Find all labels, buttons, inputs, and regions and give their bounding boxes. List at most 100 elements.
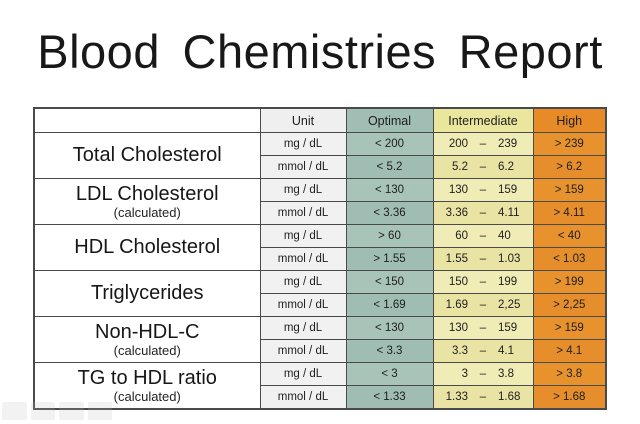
range-dash: – bbox=[479, 276, 487, 288]
intermediate-cell: 3.36–4.11 bbox=[432, 201, 534, 225]
high-cell: < 1.03 bbox=[532, 247, 607, 271]
table-row: mmol / dL > 1.55 1.55–1.03 < 1.03 bbox=[34, 247, 607, 271]
range-low: 130 bbox=[448, 184, 468, 196]
optimal-cell: > 60 bbox=[345, 224, 434, 248]
high-cell: > 6.2 bbox=[532, 155, 607, 179]
test-name-cell: HDL Cholesterol bbox=[33, 224, 261, 271]
optimal-cell: < 3.3 bbox=[345, 339, 434, 363]
test-name-cell: TG to HDL ratio (calculated) bbox=[33, 362, 261, 410]
optimal-cell: < 1.33 bbox=[345, 385, 434, 410]
range-high: 239 bbox=[498, 138, 518, 150]
range-low: 5.2 bbox=[452, 161, 468, 173]
unit-cell: mmol / dL bbox=[259, 155, 347, 179]
range-dash: – bbox=[479, 391, 487, 403]
range-low: 60 bbox=[455, 230, 468, 242]
unit-cell: mmol / dL bbox=[259, 247, 347, 271]
range-low: 3.36 bbox=[445, 207, 468, 219]
high-cell: < 40 bbox=[532, 224, 607, 248]
intermediate-cell: 200–239 bbox=[432, 132, 534, 156]
unit-cell: mg / dL bbox=[259, 270, 347, 294]
optimal-cell: > 1.55 bbox=[345, 247, 434, 271]
intermediate-cell: 3–3.8 bbox=[432, 362, 534, 386]
header-corner-cell bbox=[33, 107, 261, 133]
test-name: LDL Cholesterol bbox=[75, 182, 219, 205]
range-high: 40 bbox=[498, 230, 511, 242]
high-cell: > 199 bbox=[532, 270, 607, 294]
range-dash: – bbox=[479, 138, 487, 150]
range-low: 1.55 bbox=[445, 253, 468, 265]
header-high: High bbox=[532, 107, 607, 133]
table-row: Non-HDL-C (calculated) mg / dL < 130 130… bbox=[33, 316, 607, 363]
high-cell: > 159 bbox=[532, 316, 607, 340]
intermediate-cell: 1.33–1.68 bbox=[432, 385, 534, 410]
range-low: 200 bbox=[448, 138, 468, 150]
range-low: 3 bbox=[461, 368, 468, 380]
range-high: 1.03 bbox=[498, 253, 521, 265]
optimal-cell: < 3 bbox=[345, 362, 434, 386]
table-row: Triglycerides mg / dL < 150 150–199 > 19… bbox=[33, 270, 607, 317]
range-dash: – bbox=[479, 184, 487, 196]
table-row: Total Cholesterol mg / dL < 200 200–239 … bbox=[33, 132, 607, 179]
table-row: mmol / dL < 5.2 5.2–6.2 > 6.2 bbox=[34, 155, 607, 179]
table-row: TG to HDL ratio (calculated) mg / dL < 3… bbox=[33, 362, 607, 410]
high-cell: > 239 bbox=[532, 132, 607, 156]
intermediate-cell: 3.3–4.1 bbox=[432, 339, 534, 363]
intermediate-cell: 5.2–6.2 bbox=[432, 155, 534, 179]
high-cell: > 4.1 bbox=[532, 339, 607, 363]
optimal-cell: < 200 bbox=[345, 132, 434, 156]
range-high: 199 bbox=[498, 276, 518, 288]
range-dash: – bbox=[479, 299, 487, 311]
table-row: LDL Cholesterol (calculated) mg / dL < 1… bbox=[33, 178, 607, 225]
range-dash: – bbox=[479, 345, 487, 357]
header-optimal: Optimal bbox=[345, 107, 434, 133]
test-subtitle: (calculated) bbox=[113, 388, 181, 404]
intermediate-cell: 130–159 bbox=[432, 178, 534, 202]
range-high: 3.8 bbox=[498, 368, 514, 380]
intermediate-cell: 130–159 bbox=[432, 316, 534, 340]
test-name-cell: LDL Cholesterol (calculated) bbox=[33, 178, 261, 225]
range-low: 130 bbox=[448, 322, 468, 334]
optimal-cell: < 130 bbox=[345, 178, 434, 202]
table-row: HDL Cholesterol mg / dL > 60 60–40 < 40 bbox=[33, 224, 607, 271]
test-name: Non-HDL-C bbox=[95, 320, 200, 343]
table-header-row: Unit Optimal Intermediate High bbox=[33, 107, 607, 133]
high-cell: > 3.8 bbox=[532, 362, 607, 386]
test-name: TG to HDL ratio bbox=[77, 366, 217, 389]
range-dash: – bbox=[479, 161, 487, 173]
optimal-cell: < 150 bbox=[345, 270, 434, 294]
table-row: mmol / dL < 1.33 1.33–1.68 > 1.68 bbox=[34, 385, 607, 410]
high-cell: > 2,25 bbox=[532, 293, 607, 317]
range-high: 159 bbox=[498, 322, 518, 334]
header-unit: Unit bbox=[259, 107, 347, 133]
test-name: Total Cholesterol bbox=[72, 144, 222, 166]
range-dash: – bbox=[479, 368, 487, 380]
range-dash: – bbox=[479, 253, 487, 265]
unit-cell: mmol / dL bbox=[259, 293, 347, 317]
unit-cell: mg / dL bbox=[259, 316, 347, 340]
intermediate-cell: 1.55–1.03 bbox=[432, 247, 534, 271]
optimal-cell: < 1.69 bbox=[345, 293, 434, 317]
test-subtitle: (calculated) bbox=[113, 342, 181, 358]
test-subtitle: (calculated) bbox=[113, 204, 181, 220]
range-high: 6.2 bbox=[498, 161, 514, 173]
high-cell: > 159 bbox=[532, 178, 607, 202]
test-name: HDL Cholesterol bbox=[74, 236, 221, 258]
test-name-cell: Total Cholesterol bbox=[33, 132, 261, 179]
test-name: Triglycerides bbox=[90, 282, 204, 304]
range-low: 150 bbox=[448, 276, 468, 288]
intermediate-cell: 1.69–2,25 bbox=[432, 293, 534, 317]
range-low: 1.69 bbox=[445, 299, 468, 311]
unit-cell: mg / dL bbox=[259, 362, 347, 386]
range-dash: – bbox=[479, 230, 487, 242]
header-intermediate: Intermediate bbox=[432, 107, 534, 133]
unit-cell: mmol / dL bbox=[259, 201, 347, 225]
unit-cell: mmol / dL bbox=[259, 339, 347, 363]
range-low: 3.3 bbox=[452, 345, 468, 357]
unit-cell: mg / dL bbox=[259, 178, 347, 202]
test-name-cell: Triglycerides bbox=[33, 270, 261, 317]
watermark bbox=[2, 402, 112, 420]
unit-cell: mg / dL bbox=[259, 132, 347, 156]
unit-cell: mg / dL bbox=[259, 224, 347, 248]
range-high: 4.11 bbox=[498, 207, 520, 219]
